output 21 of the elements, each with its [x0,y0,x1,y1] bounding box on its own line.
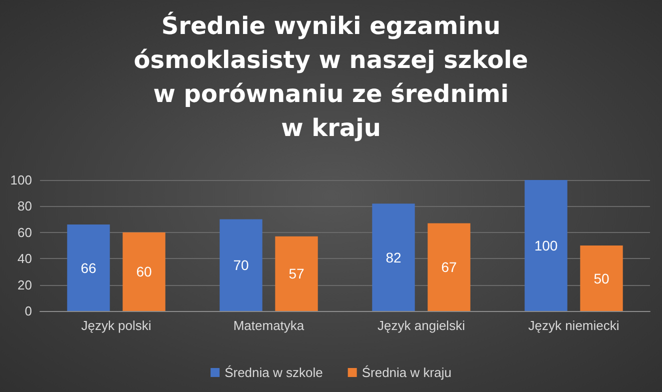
y-tick-label: 20 [18,277,32,292]
y-tick-label: 0 [24,304,32,318]
data-label: 50 [594,270,610,286]
data-label: 67 [441,259,457,276]
y-tick-label: 80 [18,198,32,214]
data-label: 57 [288,266,304,282]
y-tick-label: 60 [18,224,32,240]
x-tick-label: Język angielski [378,318,466,333]
y-tick-label: 100 [10,172,32,188]
legend-label: Średnia w szkole [224,365,323,380]
legend-label: Średnia w kraju [362,365,452,380]
data-label: 66 [80,260,96,276]
y-tick-label: 40 [18,251,32,266]
x-tick-label: Język polski [81,318,152,333]
data-label: 82 [386,249,402,266]
data-label: 100 [534,238,558,254]
x-tick-label: Matematyka [233,318,305,333]
data-label: 70 [233,257,249,274]
x-tick-label: Język niemiecki [528,318,620,333]
chart-title: Średnie wyniki egzaminu ósmoklasisty w naszej szkole w porównaniu ze średnimi w kraju [134,11,528,142]
data-label: 60 [136,264,152,280]
